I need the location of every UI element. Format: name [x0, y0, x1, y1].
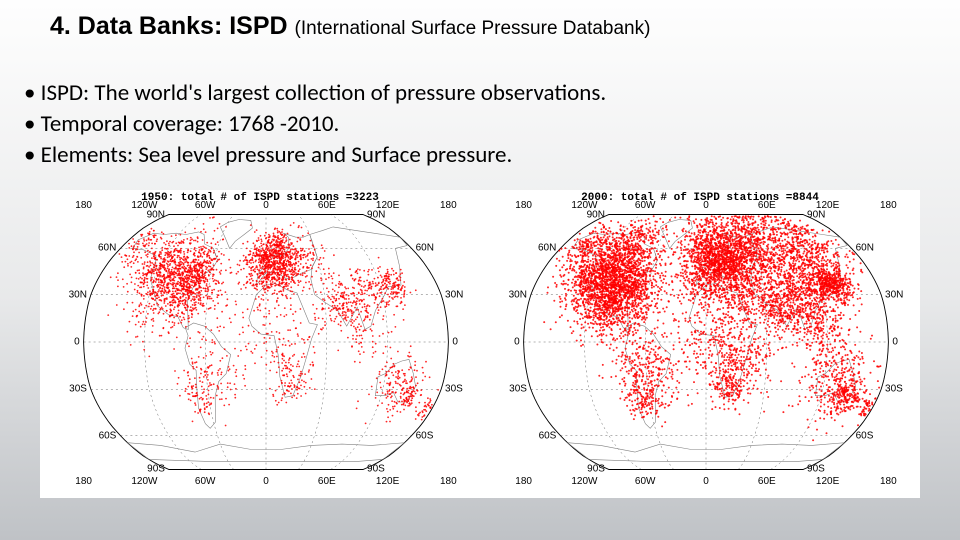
lon-tick-label: 180	[440, 476, 457, 487]
lon-tick-label: 180	[515, 476, 532, 487]
lon-tick-label: 60W	[195, 200, 216, 211]
lon-tick-label: 180	[440, 200, 457, 211]
lat-tick-label: 0	[452, 337, 458, 348]
lat-tick-label: 90S	[807, 464, 825, 475]
lat-tick-label: 60S	[416, 430, 434, 441]
lat-tick-label: 90N	[587, 209, 605, 220]
lon-tick-label: 180	[880, 200, 897, 211]
panel-title: 2000: total # of ISPD stations =8844	[480, 192, 920, 204]
lat-tick-label: 30S	[509, 384, 527, 395]
lat-tick-label: 90S	[367, 464, 385, 475]
lat-tick-label: 60N	[98, 243, 116, 254]
lat-tick-label: 30S	[445, 384, 463, 395]
lat-tick-label: 30S	[885, 384, 903, 395]
lon-tick-label: 180	[515, 200, 532, 211]
lon-tick-label: 180	[75, 200, 92, 211]
lon-tick-label: 60E	[318, 476, 336, 487]
title-sub: (International Surface Pressure Databank…	[295, 18, 651, 39]
lat-tick-label: 60S	[99, 430, 117, 441]
lat-tick-label: 30N	[445, 289, 463, 300]
bullet-item: • Temporal coverage: 1768 -2010.	[24, 109, 606, 140]
title-main: 4. Data Banks: ISPD	[50, 12, 288, 40]
lat-tick-label: 90N	[807, 209, 825, 220]
bullet-list: • ISPD: The world's largest collection o…	[24, 78, 606, 171]
lat-tick-label: 90S	[147, 464, 165, 475]
lon-tick-label: 60W	[195, 476, 216, 487]
panel-title: 1950: total # of ISPD stations =3223	[40, 192, 480, 204]
map-panel-2000: 2000: total # of ISPD stations =8844 180…	[480, 190, 920, 498]
map-2000	[520, 212, 892, 472]
map-panel-1950: 1950: total # of ISPD stations =3223 180…	[40, 190, 480, 498]
lat-tick-label: 0	[74, 337, 80, 348]
lon-tick-label: 0	[703, 200, 709, 211]
lon-tick-label: 60W	[635, 476, 656, 487]
lat-tick-label: 60N	[538, 243, 556, 254]
lon-tick-label: 60E	[758, 476, 776, 487]
lon-tick-label: 60E	[318, 200, 336, 211]
lat-tick-label: 90N	[147, 209, 165, 220]
lat-tick-label: 30S	[69, 384, 87, 395]
lat-tick-label: 30N	[509, 289, 527, 300]
bullet-item: • Elements: Sea level pressure and Surfa…	[24, 140, 606, 171]
lat-tick-label: 90S	[587, 464, 605, 475]
lon-tick-label: 60W	[635, 200, 656, 211]
lat-tick-label: 30N	[885, 289, 903, 300]
lon-tick-label: 120E	[376, 476, 399, 487]
lon-tick-label: 60E	[758, 200, 776, 211]
slide-title: 4. Data Banks: ISPD (International Surfa…	[50, 12, 650, 41]
lon-tick-label: 180	[75, 476, 92, 487]
bullet-item: • ISPD: The world's largest collection o…	[24, 78, 606, 109]
lat-tick-label: 0	[892, 337, 898, 348]
lon-tick-label: 120W	[571, 476, 597, 487]
map-panels: 1950: total # of ISPD stations =3223 180…	[40, 190, 920, 498]
lat-tick-label: 60N	[856, 243, 874, 254]
lat-tick-label: 60S	[856, 430, 874, 441]
lat-tick-label: 60N	[416, 243, 434, 254]
lon-tick-label: 0	[703, 476, 709, 487]
lon-tick-label: 120W	[131, 476, 157, 487]
lat-tick-label: 60S	[539, 430, 557, 441]
lat-tick-label: 90N	[367, 209, 385, 220]
lon-tick-label: 0	[263, 200, 269, 211]
lon-tick-label: 180	[880, 476, 897, 487]
map-1950	[80, 212, 452, 472]
lon-tick-label: 120E	[816, 476, 839, 487]
lon-tick-label: 0	[263, 476, 269, 487]
lat-tick-label: 30N	[69, 289, 87, 300]
lat-tick-label: 0	[514, 337, 520, 348]
